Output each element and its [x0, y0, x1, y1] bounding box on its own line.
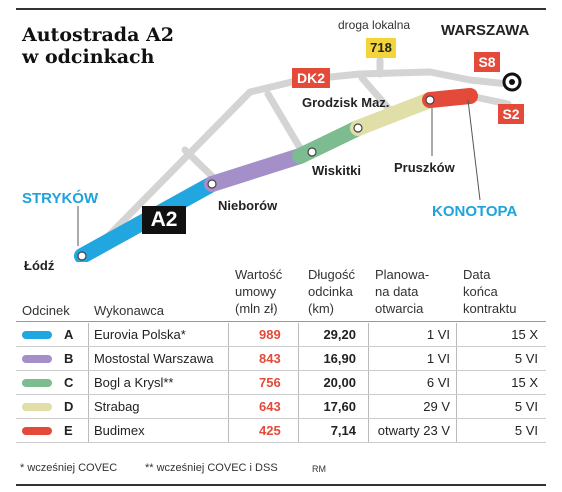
cell-value: 643	[259, 399, 281, 414]
cell-length: 20,00	[323, 375, 356, 390]
cell-contractor: Strabag	[94, 399, 140, 414]
segment-d	[350, 92, 438, 136]
road-dk2	[77, 68, 512, 262]
route-map	[74, 56, 522, 262]
title-line-1: Autostrada A2	[22, 24, 174, 46]
header-wykonawca: Wykonawca	[94, 303, 164, 318]
table-row: D Strabag 643 17,60 29 V 5 VI	[16, 395, 546, 418]
city-warszawa: WARSZAWA	[441, 22, 530, 39]
city-lodz: Łódź	[24, 258, 55, 273]
road-branch-2	[264, 90, 304, 152]
top-rule	[16, 8, 546, 10]
segment-swatch	[22, 403, 52, 411]
header-odcinek: Odcinek	[22, 303, 70, 318]
city-konotopa: KONOTOPA	[432, 203, 518, 220]
cell-opening: 1 VI	[426, 351, 450, 366]
page-title: Autostrada A2 w odcinkach	[22, 24, 174, 68]
table-row: E Budimex 425 7,14 otwarty 23 V 5 VI	[16, 419, 546, 442]
road-s8-badge: S8	[474, 52, 500, 72]
cell-end: 5 VI	[514, 399, 538, 414]
segment-swatch	[22, 427, 52, 435]
road-branch-3	[358, 74, 394, 114]
segment-swatch	[22, 331, 52, 339]
cell-code: A	[64, 327, 74, 342]
node-wiskitki	[307, 147, 317, 157]
road-dk2-badge: DK2	[292, 68, 330, 88]
cell-value: 989	[259, 327, 281, 342]
row-rule	[16, 418, 546, 419]
cell-opening: otwarty 23 V	[377, 423, 450, 438]
cell-opening: 6 VI	[426, 375, 450, 390]
cell-code: D	[64, 399, 74, 414]
table-row: A Eurovia Polska* 989 29,20 1 VI 15 X	[16, 323, 546, 346]
city-pruszkow: Pruszków	[394, 160, 455, 175]
footnote-2: ** wcześniej COVEC i DSS	[145, 462, 278, 474]
cell-contractor: Eurovia Polska*	[94, 327, 186, 342]
table-row: C Bogl a Krysl** 756 20,00 6 VI 15 X	[16, 371, 546, 394]
cell-contractor: Budimex	[94, 423, 145, 438]
node-grodzisk	[353, 123, 363, 133]
cell-code: B	[64, 351, 74, 366]
cell-end: 5 VI	[514, 423, 538, 438]
cell-end: 15 X	[511, 327, 538, 342]
city-nieborow: Nieborów	[218, 198, 278, 213]
footnote-1: * wcześniej COVEC	[20, 462, 118, 474]
cell-value: 843	[259, 351, 281, 366]
credit: RM	[312, 464, 326, 474]
segment-swatch	[22, 355, 52, 363]
cell-contractor: Mostostal Warszawa	[94, 351, 214, 366]
node-nieborow	[207, 179, 217, 189]
header-data-konca: Data końca kontraktu	[463, 267, 517, 316]
cell-code: C	[64, 375, 74, 390]
segment-b	[204, 148, 308, 192]
cell-length: 7,14	[330, 423, 356, 438]
leader-konotopa	[467, 99, 481, 201]
bottom-rule	[16, 484, 546, 486]
row-rule	[16, 370, 546, 371]
cell-end: 15 X	[511, 375, 538, 390]
cell-code: E	[64, 423, 73, 438]
road-718-badge: 718	[366, 38, 396, 58]
road-s2-badge: S2	[498, 104, 524, 124]
road-a2-badge: A2	[142, 206, 186, 234]
row-rule	[16, 442, 546, 443]
cell-contractor: Bogl a Krysl**	[94, 375, 174, 390]
city-grodzisk: Grodzisk Maz.	[302, 95, 390, 110]
title-line-2: w odcinkach	[22, 46, 155, 68]
cell-length: 17,60	[323, 399, 356, 414]
city-strykow: STRYKÓW	[22, 190, 99, 207]
node-strykow	[77, 251, 87, 261]
city-wiskitki: Wiskitki	[312, 163, 362, 178]
cell-value: 425	[259, 423, 281, 438]
table-row: B Mostostal Warszawa 843 16,90 1 VI 5 VI	[16, 347, 546, 370]
segment-e	[422, 88, 478, 108]
cell-opening: 1 VI	[426, 327, 450, 342]
row-rule	[16, 394, 546, 395]
cell-length: 16,90	[323, 351, 356, 366]
cell-end: 5 VI	[514, 351, 538, 366]
header-dlugosc: Długość odcinka (km)	[308, 267, 355, 316]
header-rule	[16, 321, 546, 322]
segment-swatch	[22, 379, 52, 387]
cell-value: 756	[259, 375, 281, 390]
local-road-label: droga lokalna	[338, 18, 411, 32]
header-wartosc: Wartość umowy (mln zł)	[235, 267, 283, 316]
cell-length: 29,20	[323, 327, 356, 342]
cell-opening: 29 V	[423, 399, 450, 414]
node-pruszkow	[425, 95, 435, 105]
row-rule	[16, 346, 546, 347]
header-planowana: Planowa- na data otwarcia	[375, 267, 430, 316]
